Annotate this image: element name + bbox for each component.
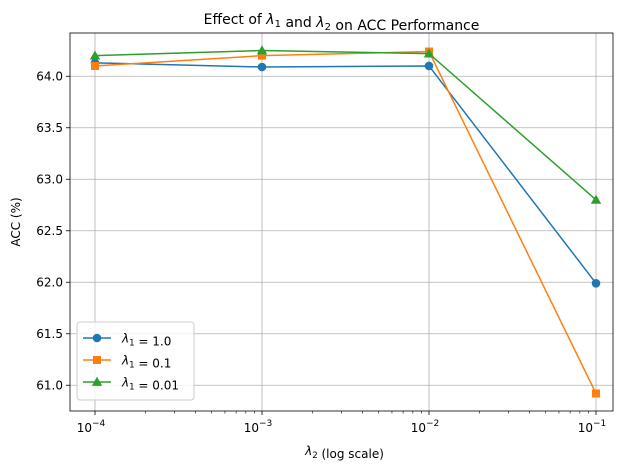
y-tick-label: 63.0 [36, 173, 63, 187]
y-tick-label: 63.5 [36, 121, 63, 135]
legend-marker [91, 376, 103, 386]
series-line [94, 50, 597, 394]
y-axis-label: ACC (%) [9, 197, 23, 246]
data-point [89, 50, 101, 60]
legend-label: λ1 = 0.01 [121, 375, 179, 392]
y-tick-label: 62.5 [36, 224, 63, 238]
data-point [91, 61, 99, 70]
y-tick-label: 61.0 [36, 379, 63, 393]
data-point [592, 389, 600, 398]
x-tick-label: 10−2 [411, 419, 440, 435]
legend-label: λ1 = 0.1 [121, 353, 171, 370]
y-tick-label: 64.0 [36, 70, 63, 84]
data-point [424, 61, 434, 71]
data-point [258, 51, 266, 60]
series-1 [90, 58, 601, 288]
data-point [590, 194, 602, 204]
x-tick-label: 10−4 [77, 419, 106, 435]
series-line [94, 62, 597, 284]
series-3 [89, 45, 602, 204]
legend-item: λ1 = 1.0 [83, 331, 171, 348]
data-point [256, 45, 268, 55]
legend-item: λ1 = 0.1 [83, 353, 171, 370]
series-line [94, 49, 597, 201]
chart-title: Effect of λ1 and λ2 on ACC Performance [204, 12, 480, 34]
series-layer [89, 45, 602, 398]
legend-label: λ1 = 1.0 [121, 331, 171, 348]
data-point [591, 278, 601, 288]
legend-marker [93, 356, 101, 364]
x-tick-label: 10−3 [244, 419, 273, 435]
data-point [257, 62, 267, 72]
legend-marker [92, 333, 102, 343]
x-tick-label: 10−1 [578, 419, 607, 435]
legend: λ1 = 1.0 λ1 = 0.1 λ1 = 0.01 [76, 321, 195, 401]
y-tick-label: 61.5 [36, 327, 63, 341]
y-tick-label: 62.0 [36, 276, 63, 290]
data-point [423, 48, 435, 58]
legend-frame [76, 321, 195, 401]
legend-item: λ1 = 0.01 [83, 375, 179, 392]
x-axis-label: λ2 (log scale) [304, 444, 384, 461]
